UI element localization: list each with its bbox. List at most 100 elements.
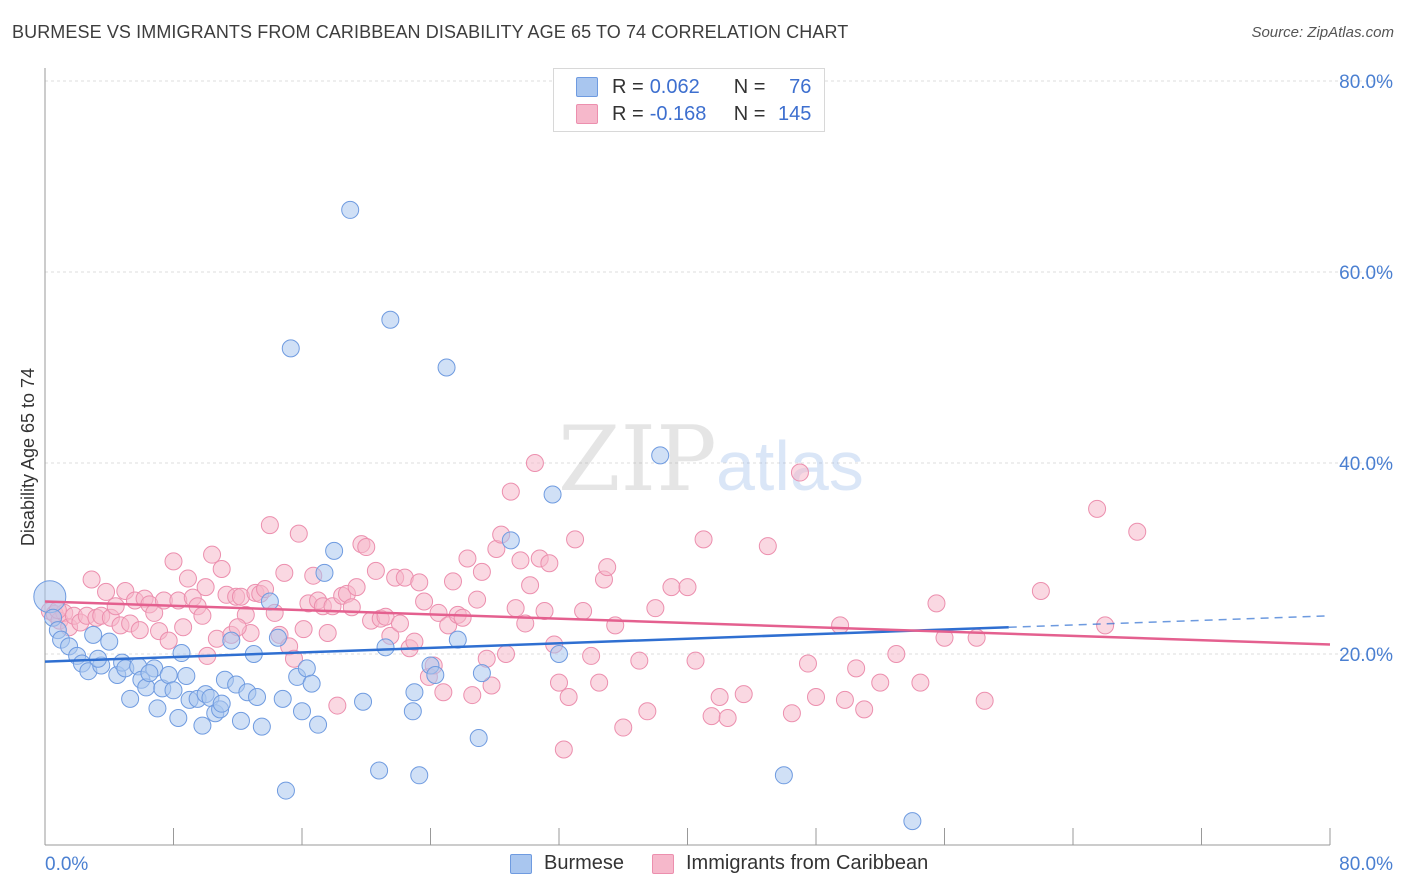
legend-n-label: N = (733, 102, 766, 125)
legend-r-label: R = (612, 102, 644, 125)
point-caribbean (415, 592, 434, 611)
point-burmese (252, 717, 271, 736)
point-caribbean (501, 482, 520, 501)
point-caribbean (357, 538, 376, 557)
point-caribbean (516, 614, 535, 633)
bottom-legend-caribbean: Immigrants from Caribbean (652, 852, 928, 875)
legend: R = 0.062 N = 76 R = -0.168 N = 145 (553, 68, 825, 132)
point-caribbean (482, 676, 501, 695)
point-burmese (297, 659, 316, 678)
point-caribbean (130, 621, 149, 640)
point-caribbean (97, 582, 116, 601)
point-caribbean (1128, 522, 1147, 541)
point-caribbean (289, 524, 308, 543)
point-caribbean (174, 618, 193, 637)
point-caribbean (831, 616, 850, 635)
point-caribbean (178, 569, 197, 588)
point-burmese (212, 694, 231, 713)
point-burmese (426, 666, 445, 685)
point-burmese (293, 702, 311, 721)
point-burmese (260, 592, 279, 611)
point-caribbean (835, 690, 854, 709)
point-caribbean (405, 632, 424, 651)
point-burmese (100, 632, 119, 651)
point-caribbean (646, 599, 665, 618)
point-burmese (405, 683, 424, 702)
y-tick-label: 80.0% (1339, 72, 1393, 93)
bottom-legend-burmese: Burmese (510, 852, 624, 875)
point-caribbean (106, 597, 125, 616)
legend-n-value-burmese: 76 (789, 75, 812, 98)
point-caribbean (847, 659, 866, 678)
point-burmese (248, 687, 267, 706)
point-burmese (381, 310, 400, 329)
source-label: Source: ZipAtlas.com (1251, 24, 1394, 41)
point-caribbean (758, 537, 777, 556)
point-caribbean (82, 570, 101, 589)
point-caribbean (458, 549, 477, 568)
point-caribbean (871, 673, 890, 692)
series-caribbean (40, 454, 1147, 759)
point-burmese (268, 628, 287, 647)
point-caribbean (275, 563, 294, 582)
y-axis-label: Disability Age 65 to 74 (18, 368, 38, 546)
bottom-legend-label-caribbean: Immigrants from Caribbean (686, 852, 929, 874)
point-caribbean (284, 649, 303, 668)
point-caribbean (347, 578, 366, 597)
legend-r-value-burmese: 0.062 (649, 75, 700, 98)
point-caribbean (212, 560, 231, 579)
point-burmese (33, 580, 67, 614)
point-burmese (354, 692, 373, 711)
point-burmese (370, 761, 389, 780)
gridlines (45, 80, 1392, 655)
point-caribbean (559, 687, 578, 706)
point-burmese (437, 358, 456, 377)
point-caribbean (463, 686, 482, 705)
y-tick-label: 40.0% (1339, 454, 1393, 475)
bottom-legend-label-burmese: Burmese (544, 852, 625, 874)
watermark-atlas: atlas (716, 427, 864, 505)
trend-line-burmese-extension (1008, 615, 1331, 629)
point-caribbean (598, 558, 617, 577)
point-caribbean (164, 552, 183, 571)
point-caribbean (550, 673, 568, 692)
legend-swatch-caribbean (576, 104, 598, 124)
trend-lines (44, 600, 1331, 663)
point-burmese (501, 531, 520, 550)
point-caribbean (511, 551, 530, 570)
point-burmese (276, 781, 295, 800)
point-caribbean (1031, 581, 1050, 600)
point-caribbean (975, 691, 994, 710)
point-caribbean (662, 578, 681, 597)
point-caribbean (566, 530, 585, 549)
point-caribbean (260, 516, 279, 535)
point-caribbean (1088, 499, 1107, 518)
point-burmese (469, 729, 488, 748)
point-caribbean (540, 554, 559, 573)
x-tick-label-max: 80.0% (1339, 854, 1393, 875)
point-caribbean (686, 651, 705, 670)
point-burmese (403, 702, 422, 721)
point-caribbean (443, 572, 462, 591)
point-burmese (315, 563, 334, 582)
chart-title: BURMESE VS IMMIGRANTS FROM CARIBBEAN DIS… (12, 22, 849, 42)
point-burmese (177, 666, 196, 685)
point-caribbean (582, 646, 601, 665)
point-burmese (140, 664, 159, 683)
legend-r-value-caribbean: -0.168 (649, 102, 707, 125)
point-caribbean (472, 562, 491, 581)
point-burmese (903, 812, 922, 831)
point-burmese (651, 446, 670, 465)
point-caribbean (196, 578, 215, 597)
point-caribbean (911, 673, 930, 692)
legend-swatch-burmese (576, 77, 598, 97)
point-caribbean (159, 631, 178, 650)
point-caribbean (710, 687, 729, 706)
point-caribbean (790, 463, 809, 482)
point-caribbean (328, 696, 347, 715)
point-burmese (309, 715, 328, 734)
point-burmese (169, 708, 188, 727)
point-caribbean (429, 603, 448, 622)
tick-labels: 20.0% 40.0% 60.0% 80.0% 0.0% 80.0% (45, 72, 1393, 875)
legend-n-value-caribbean: 145 (778, 102, 812, 125)
